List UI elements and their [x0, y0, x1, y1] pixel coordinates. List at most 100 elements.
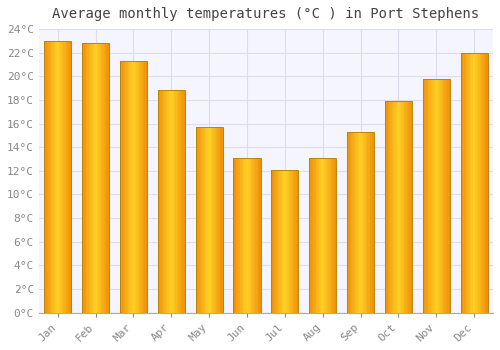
Bar	[401, 101, 402, 313]
Bar	[485, 53, 486, 313]
Bar	[434, 79, 435, 313]
Bar	[236, 158, 238, 313]
Bar	[448, 79, 450, 313]
Bar	[250, 158, 251, 313]
Bar	[294, 170, 296, 313]
Bar	[276, 170, 278, 313]
Bar	[97, 43, 98, 313]
Bar	[64, 41, 66, 313]
Bar	[120, 61, 121, 313]
Bar	[468, 53, 470, 313]
Bar	[196, 127, 223, 313]
Bar	[56, 41, 58, 313]
Bar	[460, 53, 488, 313]
Bar	[428, 79, 430, 313]
Bar	[388, 101, 389, 313]
Bar	[90, 43, 92, 313]
Bar	[326, 158, 327, 313]
Bar	[282, 170, 284, 313]
Bar	[474, 53, 476, 313]
Bar	[400, 101, 401, 313]
Bar	[274, 170, 276, 313]
Bar	[178, 91, 180, 313]
Bar	[254, 158, 255, 313]
Bar	[205, 127, 206, 313]
Bar	[332, 158, 334, 313]
Bar	[466, 53, 468, 313]
Bar	[478, 53, 480, 313]
Bar	[209, 127, 210, 313]
Bar	[106, 43, 108, 313]
Bar	[132, 61, 134, 313]
Bar	[220, 127, 222, 313]
Bar	[143, 61, 144, 313]
Bar	[208, 127, 209, 313]
Bar	[424, 79, 426, 313]
Bar	[170, 91, 172, 313]
Bar	[255, 158, 256, 313]
Bar	[238, 158, 239, 313]
Bar	[397, 101, 398, 313]
Bar	[351, 132, 352, 313]
Bar	[246, 158, 247, 313]
Bar	[348, 132, 350, 313]
Bar	[144, 61, 146, 313]
Bar	[210, 127, 212, 313]
Bar	[52, 41, 54, 313]
Bar	[470, 53, 472, 313]
Bar	[481, 53, 482, 313]
Bar	[278, 170, 280, 313]
Bar	[297, 170, 298, 313]
Bar	[480, 53, 481, 313]
Bar	[404, 101, 405, 313]
Bar	[284, 170, 285, 313]
Bar	[234, 158, 236, 313]
Title: Average monthly temperatures (°C ) in Port Stephens: Average monthly temperatures (°C ) in Po…	[52, 7, 480, 21]
Bar	[372, 132, 373, 313]
Bar	[330, 158, 331, 313]
Bar	[180, 91, 181, 313]
Bar	[94, 43, 96, 313]
Bar	[402, 101, 404, 313]
Bar	[352, 132, 354, 313]
Bar	[84, 43, 86, 313]
Bar	[436, 79, 438, 313]
Bar	[347, 132, 348, 313]
Bar	[243, 158, 244, 313]
Bar	[406, 101, 408, 313]
Bar	[350, 132, 351, 313]
Bar	[164, 91, 166, 313]
Bar	[163, 91, 164, 313]
Bar	[426, 79, 428, 313]
Bar	[316, 158, 318, 313]
Bar	[476, 53, 477, 313]
Bar	[244, 158, 246, 313]
Bar	[159, 91, 160, 313]
Bar	[473, 53, 474, 313]
Bar	[309, 158, 310, 313]
Bar	[394, 101, 396, 313]
Bar	[101, 43, 102, 313]
Bar	[105, 43, 106, 313]
Bar	[128, 61, 130, 313]
Bar	[218, 127, 220, 313]
Bar	[359, 132, 360, 313]
Bar	[68, 41, 70, 313]
Bar	[292, 170, 293, 313]
Bar	[47, 41, 48, 313]
Bar	[464, 53, 466, 313]
Bar	[443, 79, 444, 313]
Bar	[174, 91, 176, 313]
Bar	[390, 101, 392, 313]
Bar	[142, 61, 143, 313]
Bar	[347, 132, 374, 313]
Bar	[60, 41, 62, 313]
Bar	[393, 101, 394, 313]
Bar	[463, 53, 464, 313]
Bar	[432, 79, 434, 313]
Bar	[108, 43, 109, 313]
Bar	[239, 158, 240, 313]
Bar	[431, 79, 432, 313]
Bar	[335, 158, 336, 313]
Bar	[46, 41, 47, 313]
